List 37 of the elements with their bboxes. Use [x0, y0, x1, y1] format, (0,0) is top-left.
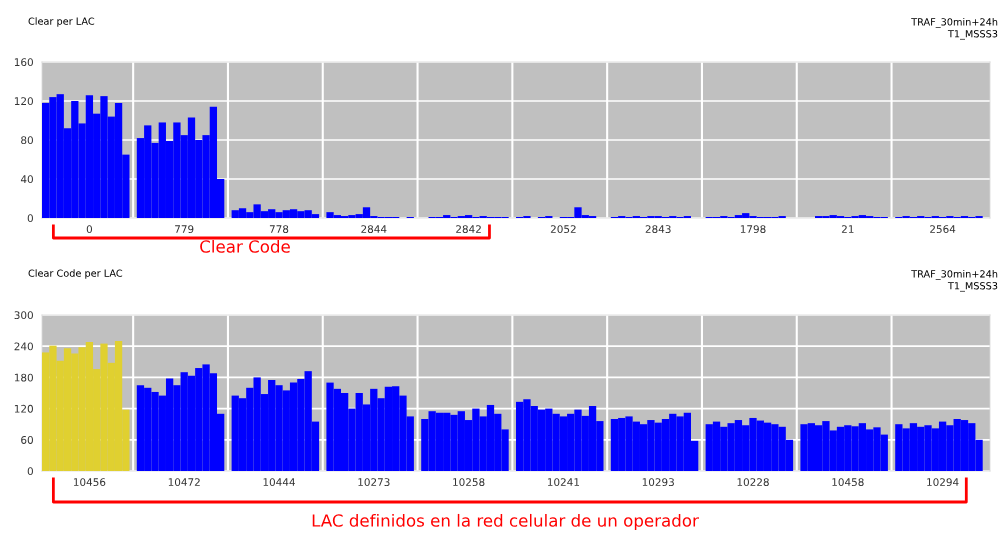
x-tick-label: 21 [841, 225, 854, 233]
x-tick-label: 10458 [832, 478, 864, 487]
y-tick-label: 120 [14, 97, 33, 106]
x-tick-label: 10293 [642, 478, 674, 487]
y-tick-label: 0 [27, 467, 33, 476]
x-tick-label: 10273 [358, 478, 390, 487]
y-tick-label: 300 [14, 311, 33, 320]
chart-subtitle: TRAF_30min+24h T1_MSSS3 [911, 18, 998, 40]
y-tick-label: 80 [21, 136, 33, 145]
y-tick-label: 40 [20, 175, 33, 184]
x-tick-label: 0 [86, 225, 93, 234]
y-tick-label: 180 [14, 373, 33, 382]
x-tick-label: 10228 [737, 478, 769, 487]
x-tick-label: 778 [269, 225, 289, 234]
x-tick-label: 2052 [550, 225, 576, 234]
chart-subtitle: TRAF_30min+24h T1_MSSS3 [911, 270, 998, 292]
y-tick-label: 0 [27, 214, 33, 223]
x-tick-label: 1798 [740, 225, 766, 234]
x-tick-label: 2564 [930, 225, 956, 234]
y-tick-label: 120 [14, 404, 33, 413]
text: Clear Code [200, 239, 290, 253]
x-tick-label: 10258 [453, 478, 485, 487]
x-tick-label: 10472 [168, 478, 200, 487]
chart-title: Clear per LAC [28, 17, 95, 27]
x-tick-label: 2842 [456, 225, 481, 234]
x-tick-label: 10456 [73, 478, 106, 487]
x-tick-label: 10294 [927, 478, 959, 487]
x-tick-label: 2844 [361, 225, 387, 234]
y-tick-label: 60 [21, 436, 33, 444]
chart-title: Clear Code per LAC [28, 269, 123, 279]
y-tick-label: 160 [14, 58, 33, 67]
x-tick-label: 779 [175, 225, 194, 234]
x-tick-label: 10444 [263, 478, 295, 487]
y-tick-label: 240 [14, 342, 33, 351]
x-tick-label: 2843 [645, 225, 671, 234]
x-tick-label: 10241 [547, 478, 580, 487]
text: LAC definidos en la red celular de un operador [312, 513, 699, 531]
